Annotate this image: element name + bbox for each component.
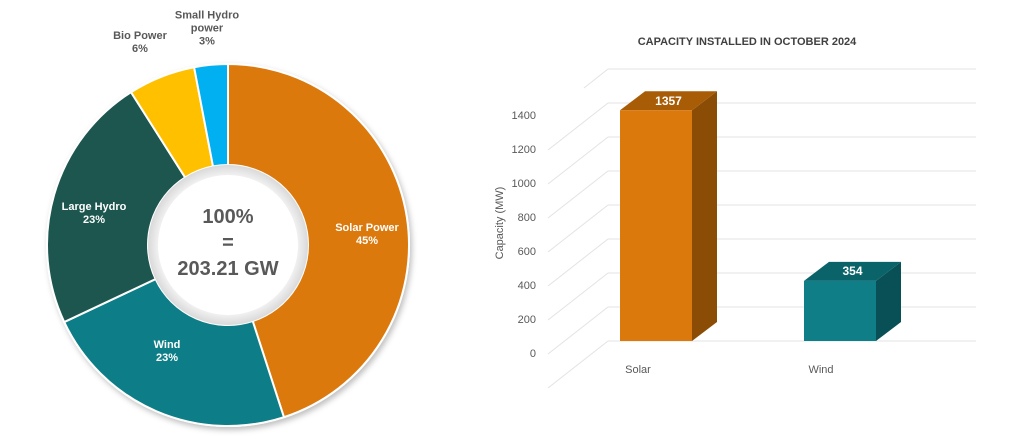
slice-name-cont: power: [190, 22, 224, 35]
donut-hole-inner: [158, 175, 298, 315]
bar-side-wind: [876, 261, 901, 341]
donut-svg: [46, 62, 410, 427]
slice-label-bio-power: Bio Power 6%: [113, 30, 167, 56]
y-tick: 800: [517, 212, 536, 224]
slice-label-wind: Wind 23%: [154, 339, 181, 365]
y-tick: 0: [529, 348, 536, 360]
center-percent: 100%: [202, 206, 254, 228]
bars: [620, 91, 901, 341]
gridlines: [547, 68, 976, 389]
bar-solar: [620, 110, 692, 341]
bar-value-wind: 354: [842, 264, 863, 279]
y-tick: 1200: [511, 144, 536, 156]
slice-label-solar: Solar Power 45%: [335, 222, 399, 248]
center-total: 203.21 GW: [177, 258, 279, 280]
y-tick: 200: [517, 314, 536, 326]
slice-name: Small Hydro: [174, 9, 240, 22]
slice-name: Wind: [153, 339, 181, 351]
slice-pct: 3%: [199, 35, 215, 48]
center-equals: =: [222, 232, 234, 254]
bar-side-solar: [692, 91, 717, 341]
slice-pct: 23%: [82, 214, 106, 226]
donut-center-label: 100% = 203.21 GW: [177, 204, 278, 282]
bar-top-wind: [804, 261, 901, 281]
slice-name: Bio Power: [113, 30, 167, 42]
x-category-wind: Wind: [808, 364, 834, 376]
slice-label-large-hydro: Large Hydro 23%: [62, 201, 127, 227]
slice-name: Solar Power: [335, 222, 399, 234]
slice-pct: 45%: [355, 235, 379, 247]
slice-name: Large Hydro: [61, 201, 127, 213]
y-tick: 1400: [511, 110, 536, 122]
x-category-solar: Solar: [625, 364, 651, 376]
donut-chart: 100% = 203.21 GW Solar Power 45% Wind 23…: [0, 0, 470, 436]
bar-top-solar: [620, 91, 717, 111]
slice-pct: 6%: [132, 43, 148, 55]
y-tick: 1000: [511, 178, 536, 190]
bar-chart: CAPACITY INSTALLED IN OCTOBER 2024 0 200 4…: [470, 0, 1024, 436]
bar-value-solar: 1357: [655, 93, 682, 108]
bar-wind: [804, 280, 876, 341]
slice-label-small-hydro: Small Hydro power 3%: [175, 10, 239, 49]
slice-pct: 23%: [155, 352, 179, 364]
bar-svg: [547, 68, 976, 389]
y-tick: 400: [517, 280, 536, 292]
chart-title: CAPACITY INSTALLED IN OCTOBER 2024: [637, 36, 857, 48]
y-tick: 600: [517, 246, 536, 258]
y-axis-label: Capacity (MW): [494, 186, 506, 260]
